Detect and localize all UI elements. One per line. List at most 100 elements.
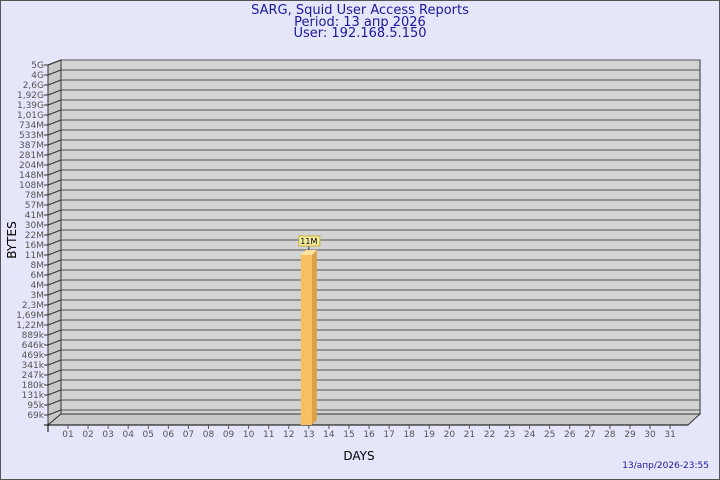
chart-title: SARG, Squid User Access Reports xyxy=(251,3,469,18)
y-tick-diagonal xyxy=(47,279,62,286)
y-tick-diagonal xyxy=(47,169,62,176)
x-tick-label: 11 xyxy=(263,430,274,440)
x-tick-label: 31 xyxy=(664,430,675,440)
x-tick-label: 07 xyxy=(183,430,194,440)
y-tick-label: 1,01G xyxy=(17,111,44,121)
x-tick-label: 05 xyxy=(143,430,154,440)
y-tick-diagonal xyxy=(47,229,62,236)
x-tick-label: 19 xyxy=(424,430,436,440)
x-tick-label: 27 xyxy=(584,430,595,440)
y-tick-label: 11M xyxy=(25,251,44,261)
y-tick-label: 30M xyxy=(25,221,44,231)
y-tick-label: 646k xyxy=(22,341,45,351)
y-tick-label: 247k xyxy=(22,371,45,381)
y-tick-label: 57M xyxy=(25,201,44,211)
y-tick-label: 180k xyxy=(22,381,45,391)
x-tick-label: 25 xyxy=(544,430,555,440)
y-tick-label: 22M xyxy=(25,231,44,241)
generated-timestamp: 13/апр/2026-23:55 xyxy=(622,461,709,471)
y-tick-diagonal xyxy=(47,149,62,156)
y-tick-label: 6M xyxy=(31,271,45,281)
y-tick-label: 1,39G xyxy=(17,101,44,111)
y-tick-label: 889k xyxy=(22,331,45,341)
x-tick-label: 18 xyxy=(403,430,415,440)
x-tick-label: 15 xyxy=(343,430,354,440)
x-tick-label: 13 xyxy=(303,430,314,440)
y-tick-diagonal xyxy=(47,189,62,196)
y-tick-diagonal xyxy=(47,269,62,276)
y-tick-diagonal xyxy=(47,259,62,266)
y-tick-diagonal xyxy=(47,79,62,86)
plot-floor xyxy=(46,413,702,426)
y-tick-diagonal xyxy=(47,209,62,216)
y-tick-label: 8M xyxy=(31,261,45,271)
y-tick-label: 533M xyxy=(19,131,44,141)
data-label: 11M xyxy=(300,237,317,246)
x-axis-label: DAYS xyxy=(343,449,374,463)
y-tick-diagonal xyxy=(47,199,62,206)
y-tick-diagonal xyxy=(47,109,62,116)
x-tick-label: 16 xyxy=(363,430,375,440)
x-tick-label: 02 xyxy=(82,430,93,440)
y-tick-diagonal xyxy=(47,299,62,306)
x-tick-label: 29 xyxy=(624,430,636,440)
x-tick-label: 20 xyxy=(444,430,456,440)
y-tick-label: 1,69M xyxy=(16,311,44,321)
y-tick-label: 1,22M xyxy=(16,321,44,331)
y-tick-label: 16M xyxy=(25,241,44,251)
y-tick-label: 4M xyxy=(31,281,45,291)
y-tick-diagonal xyxy=(47,409,62,416)
y-tick-diagonal xyxy=(47,389,62,396)
y-tick-diagonal xyxy=(47,339,62,346)
y-tick-diagonal xyxy=(47,399,62,406)
x-tick-label: 21 xyxy=(464,430,475,440)
x-tick-label: 04 xyxy=(122,430,134,440)
y-tick-diagonal xyxy=(47,319,62,326)
y-tick-label: 69k xyxy=(27,411,44,421)
y-tick-diagonal xyxy=(47,89,62,96)
y-tick-diagonal xyxy=(47,179,62,186)
y-tick-diagonal xyxy=(47,219,62,226)
y-tick-label: 387M xyxy=(19,141,44,151)
y-tick-label: 469k xyxy=(22,351,45,361)
bar-side xyxy=(311,250,317,425)
y-tick-diagonal xyxy=(47,359,62,366)
bar xyxy=(300,255,312,425)
y-tick-diagonal xyxy=(47,249,62,256)
y-tick-label: 2,3M xyxy=(22,301,44,311)
y-tick-label: 281M xyxy=(19,151,44,161)
y-tick-label: 148M xyxy=(19,171,44,181)
y-tick-label: 4G xyxy=(31,71,44,81)
y-tick-diagonal xyxy=(47,239,62,246)
y-tick-label: 3M xyxy=(31,291,45,301)
x-tick-label: 17 xyxy=(383,430,394,440)
y-tick-diagonal xyxy=(47,119,62,126)
x-tick-label: 14 xyxy=(323,430,335,440)
x-tick-label: 09 xyxy=(223,430,235,440)
y-tick-label: 95k xyxy=(27,401,44,411)
data-label-box xyxy=(298,235,321,247)
y-tick-diagonal xyxy=(47,369,62,376)
bar-top xyxy=(300,250,317,255)
y-tick-label: 41M xyxy=(25,211,44,221)
plot-back-wall xyxy=(60,59,701,415)
x-tick-label: 01 xyxy=(62,430,73,440)
x-tick-label: 24 xyxy=(524,430,536,440)
x-tick-label: 22 xyxy=(484,430,495,440)
x-tick-label: 12 xyxy=(283,430,294,440)
y-tick-diagonal xyxy=(47,309,62,316)
y-tick-diagonal xyxy=(47,289,62,296)
x-tick-label: 30 xyxy=(644,430,656,440)
x-tick-label: 08 xyxy=(203,430,215,440)
y-axis-label: BYTES xyxy=(5,221,19,258)
user-text: User: 192.168.5.150 xyxy=(293,26,427,41)
y-tick-label: 78M xyxy=(25,191,44,201)
x-tick-label: 03 xyxy=(102,430,113,440)
y-tick-diagonal xyxy=(47,159,62,166)
y-tick-diagonal xyxy=(47,69,62,76)
y-tick-label: 131k xyxy=(22,391,45,401)
x-tick-label: 23 xyxy=(504,430,515,440)
y-tick-label: 2,6G xyxy=(23,81,44,91)
y-tick-diagonal xyxy=(47,59,62,66)
